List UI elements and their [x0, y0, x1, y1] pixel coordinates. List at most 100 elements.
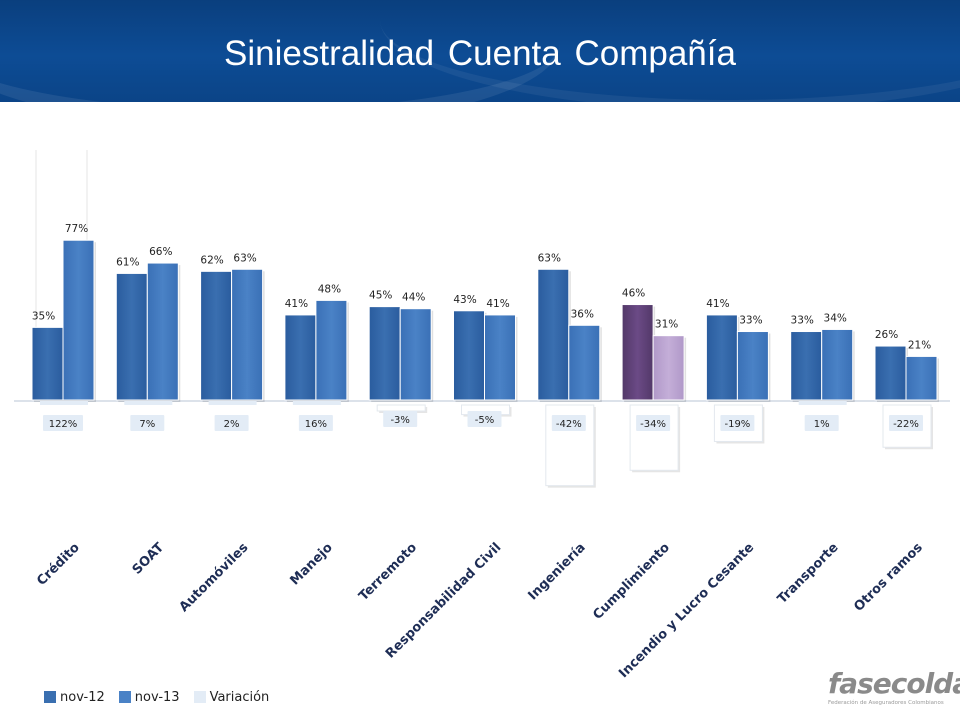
fasecolda-logo: fasecolda Federación de Aseguradores Col…: [828, 667, 960, 713]
category-label-soat: SOAT: [130, 540, 168, 578]
bar-nov-12-responsabilidad-civil: [453, 310, 485, 401]
category-label-ingenieria: Ingeniería: [525, 540, 588, 603]
legend-item-nov-13: nov-13: [118, 689, 180, 705]
bar-nov-12-transporte: [790, 331, 823, 401]
data-label-variacion: 122%: [49, 419, 78, 430]
variation-label-box: [720, 415, 755, 431]
data-label-variacion: 7%: [139, 419, 155, 430]
bar-nov-12-otros-ramos: [874, 345, 907, 401]
category-label-credito: Crédito: [34, 540, 83, 589]
data-label-nov-13: 36%: [571, 308, 594, 320]
logo-tagline: Federación de Aseguradores Colombianos: [828, 700, 944, 706]
bar-variacion-manejo: [292, 401, 341, 405]
bar-nov-12-soat: [115, 272, 148, 401]
data-label-nov-13: 63%: [233, 252, 256, 264]
category-label-transporte: Transporte: [775, 540, 842, 607]
bar-nov-13-ingenieria: [568, 324, 601, 401]
data-label-nov-13: 48%: [318, 283, 341, 295]
data-label-nov-13: 77%: [65, 223, 88, 235]
bar-chart: 35% 77% 122% Crédito 61% 66% 7% SOAT 62% 63% 2% Aut…: [14, 150, 950, 680]
bar-nov-13-responsabilidad-civil: [484, 314, 516, 401]
logo-wordmark: fasecolda: [828, 667, 960, 700]
data-label-nov-12: 41%: [706, 298, 729, 310]
data-label-nov-13: 41%: [486, 298, 509, 310]
legend-swatch-variacion: [193, 691, 206, 703]
bar-nov-13-manejo: [315, 299, 348, 401]
bar-nov-12-ingenieria: [537, 268, 570, 401]
variation-label-box: [804, 415, 839, 431]
legend-swatch-nov-12: [44, 691, 56, 703]
bar-nov-12-terremoto: [368, 306, 401, 401]
data-label-nov-12: 61%: [116, 256, 139, 268]
variation-label-box: [636, 415, 671, 431]
variation-label-box: [383, 411, 418, 427]
bar-nov-13-transporte: [821, 328, 854, 401]
bar-nov-12-manejo: [284, 314, 317, 401]
legend-item-nov-12: nov-12: [44, 690, 105, 705]
bar-variacion-credito: [40, 401, 88, 405]
chart-legend: nov-12 nov-13 Variación: [44, 688, 283, 706]
bar-nov-13-cumplimiento: [652, 335, 685, 401]
data-label-nov-12: 33%: [791, 315, 814, 327]
category-label-incendio-y-lucro-cesante: Incendio y Lucro Cesante: [616, 540, 757, 680]
data-label-nov-12: 43%: [453, 294, 476, 306]
legend-item-variacion: Variación: [193, 689, 270, 705]
data-label-nov-12: 63%: [538, 252, 561, 264]
bar-nov-12-incendio-y-lucro-cesante: [705, 314, 738, 401]
data-label-nov-12: 35%: [32, 310, 55, 322]
variation-label-box: [551, 415, 586, 431]
data-label-variacion: -34%: [640, 419, 666, 430]
category-label-otros-ramos: Otros ramos: [851, 540, 926, 615]
data-label-variacion: -3%: [390, 415, 409, 426]
bar-nov-13-terremoto: [399, 308, 432, 401]
data-label-variacion: -42%: [556, 419, 582, 430]
data-label-nov-12: 41%: [285, 298, 308, 310]
bar-nov-13-automoviles: [231, 268, 264, 401]
bar-nov-12-cumplimiento: [621, 304, 654, 401]
data-label-nov-12: 62%: [200, 254, 223, 266]
data-label-variacion: 1%: [814, 419, 830, 430]
category-label-terremoto: Terremoto: [356, 540, 420, 604]
bar-variacion-terremoto: [376, 404, 426, 412]
data-label-variacion: 16%: [305, 419, 327, 430]
legend-label-nov-12: nov-12: [60, 689, 105, 705]
variation-label-box: [298, 415, 333, 431]
bar-variacion-transporte: [798, 401, 847, 405]
bar-nov-13-soat: [146, 262, 179, 401]
data-label-nov-12: 46%: [622, 288, 645, 300]
variation-label-box: [214, 415, 249, 431]
legend-label-variacion: Variación: [209, 689, 270, 705]
data-label-nov-12: 45%: [369, 290, 392, 302]
data-label-nov-13: 44%: [402, 292, 425, 304]
bar-nov-13-credito: [62, 239, 95, 401]
legend-swatch-nov-13: [118, 691, 131, 703]
variation-label-box: [889, 415, 923, 431]
header-banner: Siniestralidad Cuenta Compañía: [0, 0, 960, 102]
bar-variacion-cumplimiento: [629, 404, 679, 471]
bar-nov-12-automoviles: [200, 270, 233, 401]
category-label-automoviles: Automóviles: [177, 540, 252, 615]
data-label-nov-13: 66%: [149, 246, 172, 258]
bar-nov-13-otros-ramos: [905, 355, 938, 401]
category-label-cumplimiento: Cumplimiento: [590, 540, 673, 623]
bar-nov-12-credito: [31, 326, 64, 401]
header-swoosh: [380, 0, 960, 102]
data-label-nov-13: 33%: [739, 315, 762, 327]
data-label-variacion: -5%: [475, 415, 494, 426]
data-label-nov-13: 31%: [655, 319, 678, 331]
data-label-nov-13: 21%: [908, 339, 931, 351]
data-label-nov-13: 34%: [824, 312, 847, 324]
bar-nov-13-incendio-y-lucro-cesante: [736, 331, 769, 401]
page-title: Siniestralidad Cuenta Compañía: [224, 34, 736, 73]
data-label-variacion: -19%: [724, 419, 750, 430]
bar-variacion-automoviles: [208, 401, 257, 405]
legend-label-nov-13: nov-13: [134, 689, 180, 705]
data-label-variacion: -22%: [893, 419, 919, 430]
bar-variacion-soat: [124, 401, 173, 405]
data-label-nov-12: 26%: [875, 329, 898, 341]
category-label-manejo: Manejo: [288, 540, 336, 588]
variation-label-box: [43, 415, 83, 431]
variation-label-box: [467, 411, 502, 427]
data-label-variacion: 2%: [224, 419, 240, 430]
variation-label-box: [130, 415, 165, 431]
